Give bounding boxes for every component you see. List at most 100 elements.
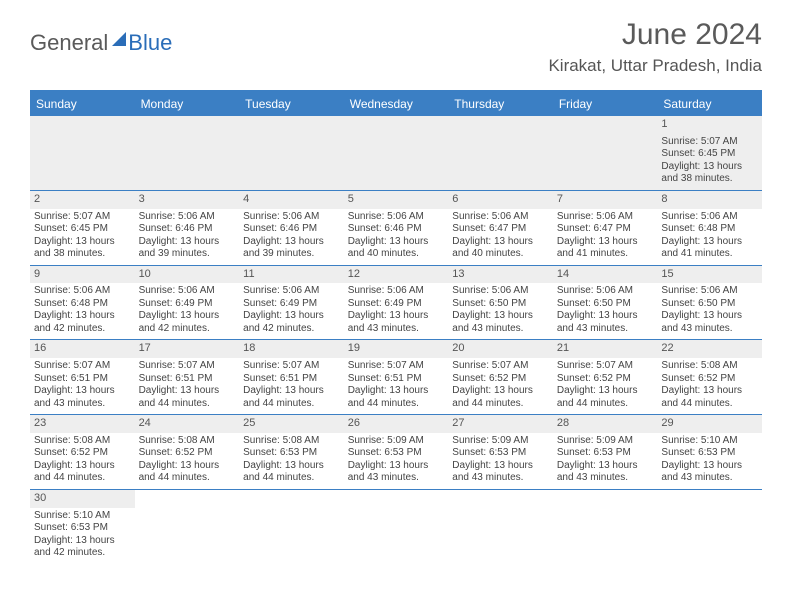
day-number: 10	[135, 266, 240, 284]
daylight-text: and 43 minutes.	[557, 323, 654, 336]
empty-cell	[239, 116, 344, 190]
sunrise-text: Sunrise: 5:08 AM	[243, 435, 340, 448]
weekday-header-row: Sunday Monday Tuesday Wednesday Thursday…	[30, 92, 762, 116]
sunset-text: Sunset: 6:49 PM	[139, 298, 236, 311]
logo-text-general: General	[30, 30, 108, 56]
daylight-text: Daylight: 13 hours	[452, 460, 549, 473]
daylight-text: Daylight: 13 hours	[243, 236, 340, 249]
sunset-text: Sunset: 6:51 PM	[243, 373, 340, 386]
day-cell: 30Sunrise: 5:10 AMSunset: 6:53 PMDayligh…	[30, 490, 135, 564]
daylight-text: and 39 minutes.	[139, 248, 236, 261]
daylight-text: and 44 minutes.	[139, 398, 236, 411]
daylight-text: Daylight: 13 hours	[661, 385, 758, 398]
empty-cell	[448, 116, 553, 190]
daylight-text: and 43 minutes.	[661, 472, 758, 485]
daylight-text: and 44 minutes.	[139, 472, 236, 485]
sunset-text: Sunset: 6:53 PM	[557, 447, 654, 460]
sunrise-text: Sunrise: 5:06 AM	[348, 211, 445, 224]
week-row: 1Sunrise: 5:07 AMSunset: 6:45 PMDaylight…	[30, 116, 762, 191]
daylight-text: Daylight: 13 hours	[139, 385, 236, 398]
day-number: 23	[30, 415, 135, 433]
daylight-text: Daylight: 13 hours	[34, 460, 131, 473]
sunset-text: Sunset: 6:53 PM	[34, 522, 131, 535]
day-cell: 10Sunrise: 5:06 AMSunset: 6:49 PMDayligh…	[135, 266, 240, 340]
day-cell: 12Sunrise: 5:06 AMSunset: 6:49 PMDayligh…	[344, 266, 449, 340]
empty-cell	[135, 490, 240, 564]
sunset-text: Sunset: 6:51 PM	[139, 373, 236, 386]
daylight-text: Daylight: 13 hours	[452, 385, 549, 398]
daylight-text: Daylight: 13 hours	[661, 310, 758, 323]
sunset-text: Sunset: 6:50 PM	[661, 298, 758, 311]
title-block: June 2024 Kirakat, Uttar Pradesh, India	[548, 18, 762, 76]
daylight-text: and 40 minutes.	[348, 248, 445, 261]
daylight-text: Daylight: 13 hours	[139, 236, 236, 249]
sunset-text: Sunset: 6:50 PM	[557, 298, 654, 311]
sunset-text: Sunset: 6:51 PM	[348, 373, 445, 386]
week-row: 9Sunrise: 5:06 AMSunset: 6:48 PMDaylight…	[30, 266, 762, 341]
daylight-text: and 44 minutes.	[34, 472, 131, 485]
logo: General Blue	[30, 30, 172, 56]
sunset-text: Sunset: 6:49 PM	[243, 298, 340, 311]
empty-cell	[344, 490, 449, 564]
header: General Blue June 2024 Kirakat, Uttar Pr…	[0, 0, 792, 82]
sunset-text: Sunset: 6:53 PM	[348, 447, 445, 460]
sunset-text: Sunset: 6:46 PM	[139, 223, 236, 236]
empty-cell	[135, 116, 240, 190]
day-cell: 25Sunrise: 5:08 AMSunset: 6:53 PMDayligh…	[239, 415, 344, 489]
daylight-text: Daylight: 13 hours	[557, 310, 654, 323]
sunrise-text: Sunrise: 5:08 AM	[661, 360, 758, 373]
day-cell: 15Sunrise: 5:06 AMSunset: 6:50 PMDayligh…	[657, 266, 762, 340]
daylight-text: Daylight: 13 hours	[661, 460, 758, 473]
day-cell: 9Sunrise: 5:06 AMSunset: 6:48 PMDaylight…	[30, 266, 135, 340]
day-number: 28	[553, 415, 658, 433]
daylight-text: and 43 minutes.	[348, 323, 445, 336]
daylight-text: and 43 minutes.	[661, 323, 758, 336]
day-cell: 1Sunrise: 5:07 AMSunset: 6:45 PMDaylight…	[657, 116, 762, 190]
day-cell: 18Sunrise: 5:07 AMSunset: 6:51 PMDayligh…	[239, 340, 344, 414]
daylight-text: and 43 minutes.	[348, 472, 445, 485]
sunrise-text: Sunrise: 5:06 AM	[661, 211, 758, 224]
day-cell: 23Sunrise: 5:08 AMSunset: 6:52 PMDayligh…	[30, 415, 135, 489]
weekday-header: Wednesday	[344, 92, 449, 116]
weekday-header: Monday	[135, 92, 240, 116]
day-cell: 24Sunrise: 5:08 AMSunset: 6:52 PMDayligh…	[135, 415, 240, 489]
daylight-text: and 43 minutes.	[34, 398, 131, 411]
empty-cell	[657, 490, 762, 564]
day-number: 5	[344, 191, 449, 209]
sunrise-text: Sunrise: 5:06 AM	[452, 211, 549, 224]
sunset-text: Sunset: 6:49 PM	[348, 298, 445, 311]
sunrise-text: Sunrise: 5:06 AM	[452, 285, 549, 298]
day-cell: 2Sunrise: 5:07 AMSunset: 6:45 PMDaylight…	[30, 191, 135, 265]
day-number: 20	[448, 340, 553, 358]
sunset-text: Sunset: 6:48 PM	[34, 298, 131, 311]
day-cell: 28Sunrise: 5:09 AMSunset: 6:53 PMDayligh…	[553, 415, 658, 489]
daylight-text: Daylight: 13 hours	[243, 385, 340, 398]
daylight-text: Daylight: 13 hours	[348, 460, 445, 473]
daylight-text: Daylight: 13 hours	[34, 236, 131, 249]
sunrise-text: Sunrise: 5:07 AM	[557, 360, 654, 373]
empty-cell	[448, 490, 553, 564]
month-title: June 2024	[548, 18, 762, 52]
daylight-text: Daylight: 13 hours	[348, 310, 445, 323]
day-number: 26	[344, 415, 449, 433]
day-cell: 11Sunrise: 5:06 AMSunset: 6:49 PMDayligh…	[239, 266, 344, 340]
weekday-header: Friday	[553, 92, 658, 116]
day-cell: 27Sunrise: 5:09 AMSunset: 6:53 PMDayligh…	[448, 415, 553, 489]
daylight-text: Daylight: 13 hours	[557, 236, 654, 249]
sunset-text: Sunset: 6:51 PM	[34, 373, 131, 386]
day-number: 25	[239, 415, 344, 433]
day-cell: 22Sunrise: 5:08 AMSunset: 6:52 PMDayligh…	[657, 340, 762, 414]
sunset-text: Sunset: 6:52 PM	[661, 373, 758, 386]
week-row: 16Sunrise: 5:07 AMSunset: 6:51 PMDayligh…	[30, 340, 762, 415]
sunrise-text: Sunrise: 5:06 AM	[557, 211, 654, 224]
daylight-text: and 38 minutes.	[661, 173, 758, 186]
weekday-header: Sunday	[30, 92, 135, 116]
daylight-text: Daylight: 13 hours	[661, 236, 758, 249]
day-cell: 17Sunrise: 5:07 AMSunset: 6:51 PMDayligh…	[135, 340, 240, 414]
sunset-text: Sunset: 6:47 PM	[452, 223, 549, 236]
sunset-text: Sunset: 6:52 PM	[452, 373, 549, 386]
sunset-text: Sunset: 6:52 PM	[557, 373, 654, 386]
day-number: 6	[448, 191, 553, 209]
day-number: 29	[657, 415, 762, 433]
day-cell: 14Sunrise: 5:06 AMSunset: 6:50 PMDayligh…	[553, 266, 658, 340]
